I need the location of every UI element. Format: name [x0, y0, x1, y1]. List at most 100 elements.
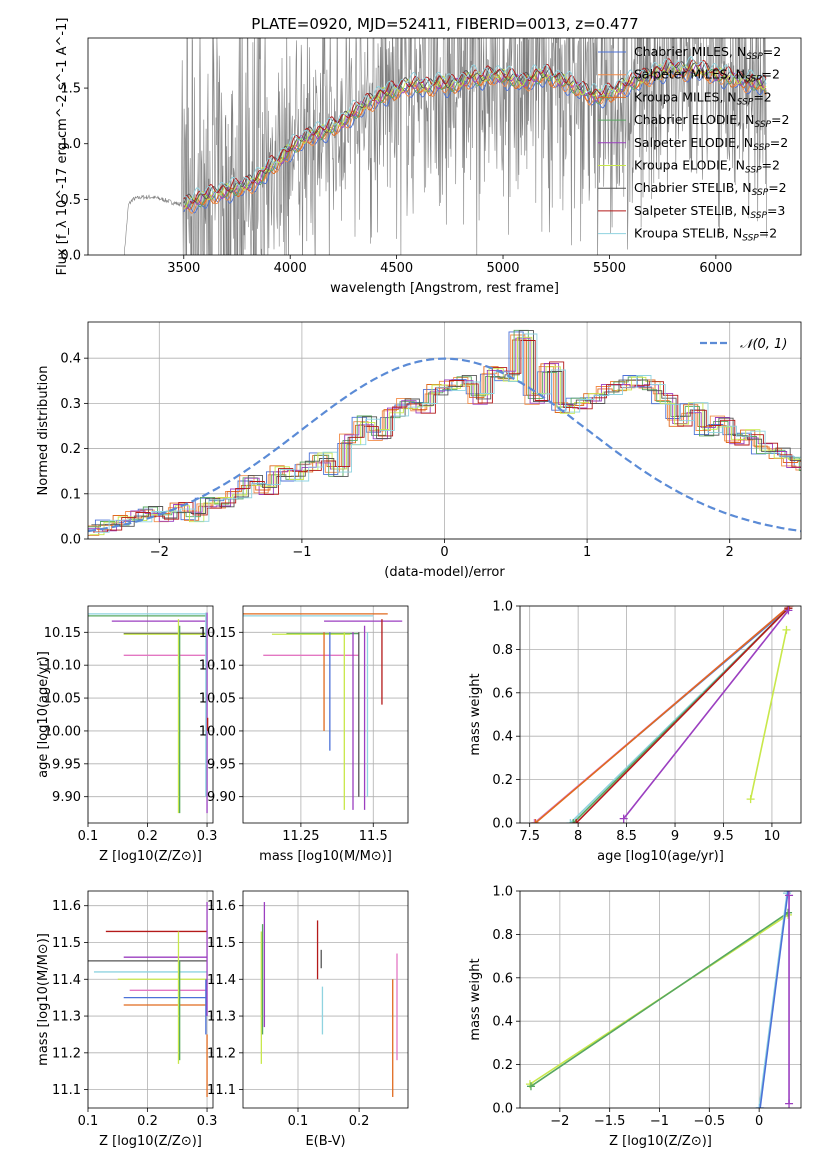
legend-label: Chabrier STELIB, NSSP=2: [634, 180, 787, 198]
weight-marker: [784, 606, 793, 615]
y-tick-label: 0.0: [60, 533, 81, 548]
plot-area: [525, 891, 794, 1108]
weight-line: [530, 912, 789, 1087]
x-tick-label: −1: [650, 1114, 669, 1129]
weight-marker: [785, 1099, 794, 1108]
y-tick-label: 11.5: [52, 936, 81, 951]
legend-label: 𝒩(0, 1): [740, 337, 787, 352]
weight-line: [749, 629, 788, 800]
histogram-step: [91, 330, 801, 527]
axes-frame: [519, 890, 802, 1109]
legend-label: Salpeter MILES, NSSP=2: [634, 67, 780, 85]
figure-title: PLATE=0920, MJD=52411, FIBERID=0013, z=0…: [251, 15, 638, 33]
axes-frame: [242, 605, 409, 824]
model-line: [183, 71, 767, 214]
axes-age-vs-Z: 0.1 0.2 0.3 9.90 9.95 10.00 10.05 10.10 10.15 Z […: [36, 605, 217, 864]
legend-label: Kroupa ELODIE, NSSP=2: [634, 158, 780, 176]
x-tick-label: 5500: [593, 261, 626, 276]
weight-marker: [566, 819, 575, 823]
y-tick-label: 10.10: [199, 659, 236, 674]
weight-line: [575, 607, 789, 823]
y-tick-label: 11.4: [52, 973, 81, 988]
axes-age-vs-mass: 11.25 11.5 9.90 9.95 10.00 10.05 10.10 10.15 mas…: [199, 605, 409, 864]
legend-label: Kroupa STELIB, NSSP=2: [634, 226, 777, 244]
y-tick-label: 9.90: [52, 790, 81, 805]
axes-frame: [519, 605, 802, 824]
y-tick-label: 1.5: [60, 82, 81, 97]
legend-label: Kroupa MILES, NSSP=2: [634, 89, 772, 107]
plot-area: [530, 606, 794, 823]
y-tick-label: 10.10: [44, 659, 81, 674]
x-axis-label: mass [log10(M/M⊙)]: [259, 849, 392, 864]
x-axis-label: wavelength [Angstrom, rest frame]: [330, 281, 559, 296]
y-axis-label: mass weight: [468, 673, 483, 755]
legend-label: Chabrier ELODIE, NSSP=2: [634, 112, 789, 130]
plot-area: [88, 612, 209, 814]
y-tick-label: 9.95: [207, 757, 236, 772]
weight-marker: [619, 814, 628, 823]
weight-line: [534, 606, 790, 823]
histogram-step: [88, 337, 801, 532]
x-tick-label: −2: [550, 1114, 569, 1129]
x-tick-label: 10: [764, 829, 781, 844]
axes-frame: [87, 37, 802, 256]
x-axis-label: Z [log10(Z/Z⊙)]: [609, 1134, 712, 1149]
histogram-step: [89, 336, 801, 536]
x-tick-label: 8.5: [616, 829, 637, 844]
x-tick-label: 0.1: [288, 1114, 309, 1129]
x-tick-label: 0.3: [197, 1114, 218, 1129]
x-tick-label: 7.5: [519, 829, 540, 844]
weight-marker: [785, 891, 794, 900]
weight-marker: [530, 819, 539, 823]
y-tick-label: 0.8: [492, 643, 513, 658]
x-tick-label: 0: [755, 1114, 763, 1129]
weight-marker: [572, 819, 581, 823]
y-tick-label: 0.1: [60, 487, 81, 502]
weight-marker: [531, 819, 540, 823]
x-axis-label: Z [log10(Z/Z⊙)]: [99, 1134, 202, 1149]
axes-massweight-vs-age: 7.5 8 8.5 9 9.5 10 0.0 0.2 0.4 0.6 0.8 1.0 age [log1…: [468, 600, 802, 864]
x-tick-label: 0.2: [137, 1114, 158, 1129]
x-tick-label: 11.5: [359, 829, 388, 844]
weight-line: [623, 609, 790, 820]
y-tick-label: 9.90: [207, 790, 236, 805]
legend-label: Chabrier MILES, NSSP=2: [634, 44, 781, 62]
y-tick-label: 0.3: [60, 397, 81, 412]
x-tick-label: 9: [671, 829, 679, 844]
y-tick-label: 0.5: [60, 193, 81, 208]
y-tick-label: 11.4: [207, 973, 236, 988]
y-tick-label: 10.00: [199, 724, 236, 739]
x-tick-label: 9.5: [713, 829, 734, 844]
y-tick-label: 11.2: [207, 1046, 236, 1061]
x-tick-label: 2: [726, 545, 734, 560]
y-tick-label: 10.05: [199, 692, 236, 707]
y-tick-label: 0.0: [492, 817, 513, 832]
model-line: [183, 61, 767, 210]
y-tick-label: 0.8: [492, 928, 513, 943]
y-tick-label: 0.4: [492, 1015, 513, 1030]
y-tick-label: 11.6: [207, 899, 236, 914]
legend-label: Salpeter STELIB, NSSP=3: [634, 203, 785, 221]
axes-mass-vs-Z: 0.1 0.2 0.3 11.1 11.2 11.3 11.4 11.5 11.6 Z [log1…: [36, 890, 218, 1149]
y-tick-label: 0.6: [492, 686, 513, 701]
y-tick-label: 0.0: [60, 249, 81, 264]
x-axis-label: Z [log10(Z/Z⊙)]: [99, 849, 202, 864]
axes-residuals: −2 −1 0 1 2 0.0 0.1 0.2 0.3 0.4 (data-model)/error…: [36, 321, 802, 580]
weight-marker: [784, 891, 793, 895]
x-tick-label: 11.25: [282, 829, 319, 844]
axes-frame: [242, 890, 409, 1109]
model-line: [183, 56, 767, 201]
weight-marker: [756, 1104, 765, 1108]
axes-mass-vs-ebv: 0.1 0.2 11.1 11.2 11.3 11.4 11.5 11.6 E(B-V): [207, 890, 409, 1149]
model-line: [183, 58, 767, 204]
weight-marker: [569, 819, 578, 823]
plot-area: [124, 38, 767, 255]
x-tick-label: 8: [574, 829, 582, 844]
y-tick-label: 10.05: [44, 692, 81, 707]
y-tick-label: 0.2: [60, 442, 81, 457]
weight-marker: [755, 1104, 764, 1108]
plot-area: [88, 902, 208, 1097]
y-axis-label: Flux [f_λ 10^-17 erg cm^-2 s^-1 A^-1]: [55, 18, 70, 276]
weight-marker: [526, 1082, 535, 1091]
